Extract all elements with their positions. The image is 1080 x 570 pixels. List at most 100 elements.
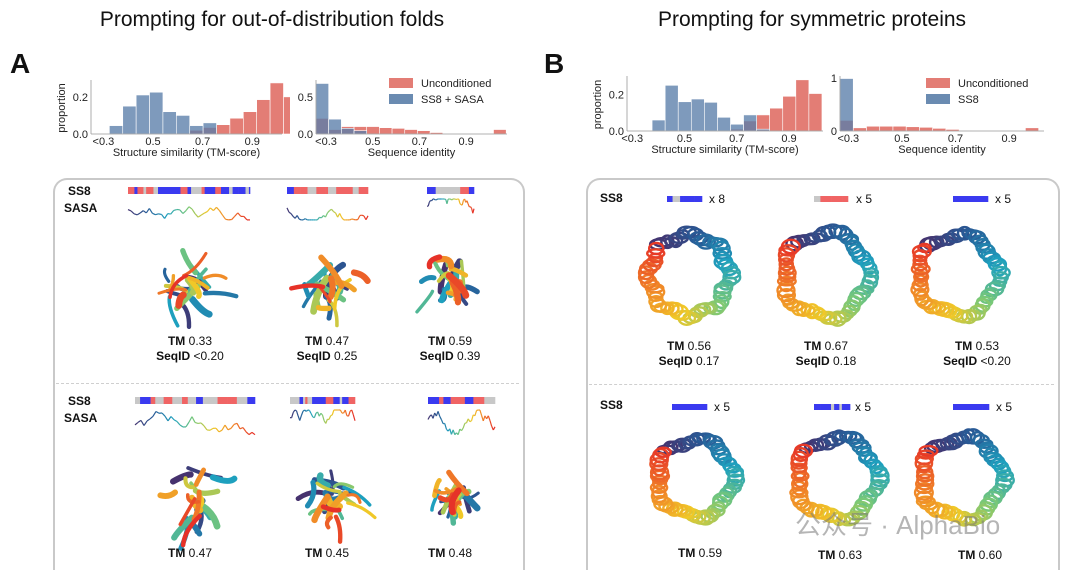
ss8-segment	[814, 404, 819, 410]
sasa-segment	[458, 429, 460, 435]
metric-a2-1: TM 0.47	[168, 546, 212, 561]
sasa-segment	[162, 214, 165, 218]
sasa-segment	[155, 214, 158, 215]
sasa-segment	[310, 410, 312, 413]
protein-element	[417, 291, 432, 311]
ss8-segment	[147, 397, 151, 404]
sasa-segment	[204, 212, 207, 214]
sasa-segment	[447, 199, 448, 204]
seqid-label: SeqID	[943, 354, 977, 368]
ss8-segment	[484, 397, 495, 404]
ss8-segment	[821, 404, 828, 410]
seqid-value: 0.39	[457, 349, 480, 363]
ss8-segment	[988, 404, 990, 410]
sasa-segment	[295, 410, 297, 411]
sasa-segment	[480, 410, 482, 415]
ss8-segment	[128, 187, 135, 194]
ss8-segment	[684, 196, 692, 202]
ss8-segment	[305, 397, 308, 404]
ss8-segment	[155, 397, 164, 404]
ss8-segment	[336, 187, 347, 194]
repeat-count: x 5	[995, 192, 1011, 206]
ss8-segment	[202, 187, 205, 194]
ss8-segment	[970, 196, 976, 202]
sasa-segment	[186, 207, 189, 211]
sasa-segment	[328, 211, 330, 213]
sasa-segment	[174, 210, 177, 211]
ss8-strip	[814, 196, 848, 202]
ss8-segment	[326, 187, 329, 194]
sasa-segment	[301, 411, 303, 415]
ss8-segment	[695, 196, 703, 202]
ss8-segment	[237, 397, 248, 404]
protein-element	[205, 293, 236, 296]
sasa-profile	[135, 411, 255, 434]
ss8-segment	[436, 187, 441, 194]
sasa-segment	[150, 416, 153, 419]
metric-b2-1: TM 0.59	[678, 546, 722, 561]
sasa-segment	[472, 415, 474, 421]
tm-label: TM	[428, 546, 445, 560]
ss8-segment	[469, 187, 474, 194]
ss8-segment	[215, 187, 221, 194]
ss8-segment	[826, 196, 832, 202]
ss8-segment	[180, 187, 187, 194]
sasa-segment	[252, 432, 255, 434]
ss8-strip	[287, 187, 368, 194]
sasa-segment	[303, 219, 305, 220]
sasa-segment	[237, 423, 240, 429]
sasa-segment	[219, 430, 222, 432]
sasa-segment	[222, 425, 225, 430]
seqid-label: SeqID	[156, 349, 190, 363]
tm-label: TM	[818, 548, 835, 562]
ss8-segment	[143, 187, 146, 194]
ss8-segment	[342, 397, 349, 404]
protein-structure-image	[160, 468, 234, 548]
seqid-value: <0.20	[980, 354, 1010, 368]
protein-structure-image	[639, 227, 740, 325]
ss8-segment	[340, 397, 343, 404]
sasa-segment	[156, 411, 159, 413]
ss8-segment	[667, 196, 670, 202]
sasa-profile	[128, 207, 250, 220]
repeat-count: x 5	[855, 400, 871, 414]
ss8-strip	[814, 404, 850, 410]
tm-value: 0.59	[699, 546, 722, 560]
ss8-strip	[128, 187, 250, 194]
ss8-segment	[287, 187, 290, 194]
sasa-segment	[159, 214, 162, 215]
protein-structure-image	[650, 433, 744, 524]
sasa-profile	[287, 208, 368, 220]
ss8-segment	[460, 187, 469, 194]
ss8-segment	[675, 404, 684, 410]
ss8-segment	[953, 196, 957, 202]
protein-structure-image	[298, 471, 375, 542]
ss8-segment	[981, 196, 985, 202]
ss8-segment	[691, 196, 694, 202]
sasa-segment	[165, 416, 168, 421]
ss8-segment	[158, 187, 166, 194]
sasa-segment	[467, 201, 468, 204]
ss8-segment	[229, 187, 233, 194]
ss8-segment	[832, 196, 843, 202]
ss8-segment	[365, 187, 369, 194]
ss8-segment	[175, 397, 182, 404]
sasa-segment	[152, 213, 155, 214]
sasa-segment	[433, 413, 435, 418]
ss8-segment	[827, 404, 831, 410]
ss8-segment	[212, 397, 218, 404]
watermark: 公众号 · AlphaBio	[795, 505, 1000, 542]
repeat-count: x 5	[996, 400, 1012, 414]
sasa-segment	[366, 216, 368, 220]
sasa-segment	[134, 214, 137, 215]
sasa-segment	[153, 411, 156, 416]
tm-value: 0.67	[825, 339, 848, 353]
ss8-segment	[249, 187, 250, 194]
sasa-segment	[441, 420, 443, 424]
protein-element	[160, 492, 175, 496]
protein-element	[331, 278, 333, 297]
sasa-segment	[135, 422, 138, 424]
sasa-segment	[321, 215, 323, 217]
sasa-segment	[460, 203, 461, 204]
ss8-segment	[307, 397, 312, 404]
